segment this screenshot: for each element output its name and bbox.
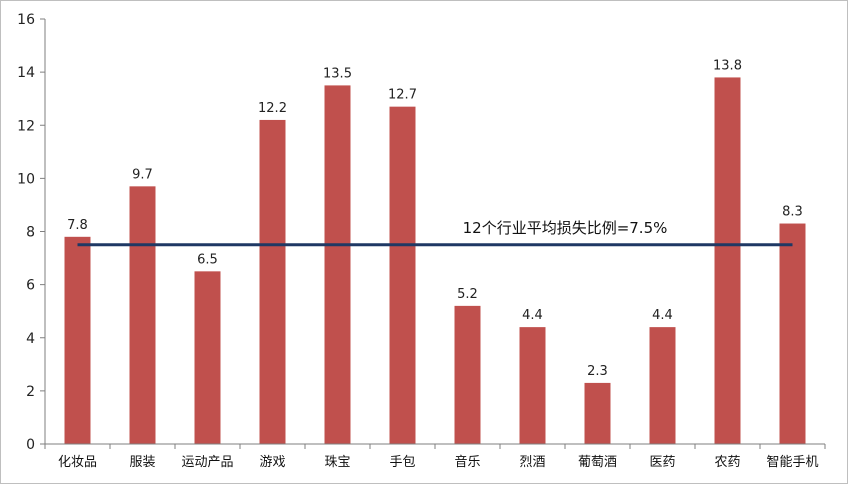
bar [454,305,481,444]
category-label: 运动产品 [181,455,233,470]
category-label: 游戏 [259,455,285,470]
y-tick-label: 8 [26,225,35,241]
bar [714,77,741,444]
data-label: 12.7 [388,88,417,103]
data-label: 13.8 [713,58,742,73]
data-label: 2.3 [587,364,608,379]
data-label: 9.7 [132,167,153,182]
data-label: 13.5 [323,66,352,81]
reference-line-group: 12个行业平均损失比例=7.5% [77,219,793,247]
category-label: 手包 [389,455,415,470]
category-label: 珠宝 [324,455,350,470]
data-label: 4.4 [652,308,673,323]
bar [324,85,351,444]
category-label: 农药 [714,455,740,470]
y-tick-label: 4 [26,331,35,347]
bar [259,119,286,444]
bar [389,106,416,444]
bar [649,327,676,444]
category-label: 服装 [129,455,155,470]
category-label: 音乐 [454,454,480,470]
bar [779,223,806,444]
data-label: 6.5 [197,252,218,267]
y-tick-label: 16 [17,12,35,28]
data-label: 4.4 [522,308,543,323]
x-axis: 化妆品 服装 运动产品 游戏 珠宝 手包 音乐 烈酒 葡萄酒 医药 农药 智能手机 [44,443,826,470]
bar [129,186,156,444]
bar [584,382,611,444]
category-label: 医药 [649,455,675,470]
y-tick-label: 12 [17,118,35,134]
category-label: 智能手机 [766,455,818,470]
average-line-label: 12个行业平均损失比例=7.5% [463,219,668,237]
y-tick-label: 2 [26,384,35,400]
bars: 7.8 9.7 6.5 12.2 13.5 12.7 5.2 4.4 2.3 4.4 13.8 8.3 [64,58,806,444]
bar [64,236,91,444]
category-label: 葡萄酒 [578,455,617,470]
data-label: 7.8 [67,218,88,233]
bar [194,271,221,444]
data-label: 12.2 [258,101,287,116]
bar [519,327,546,444]
y-tick-label: 0 [26,437,35,453]
category-label: 烈酒 [519,455,545,470]
y-tick-label: 14 [17,65,35,81]
y-tick-label: 6 [26,278,35,294]
y-axis: 0 2 4 6 8 10 12 14 16 [17,12,46,453]
category-label: 化妆品 [58,455,97,470]
y-tick-label: 10 [17,171,35,187]
data-label: 5.2 [457,287,478,302]
data-label: 8.3 [782,205,803,220]
